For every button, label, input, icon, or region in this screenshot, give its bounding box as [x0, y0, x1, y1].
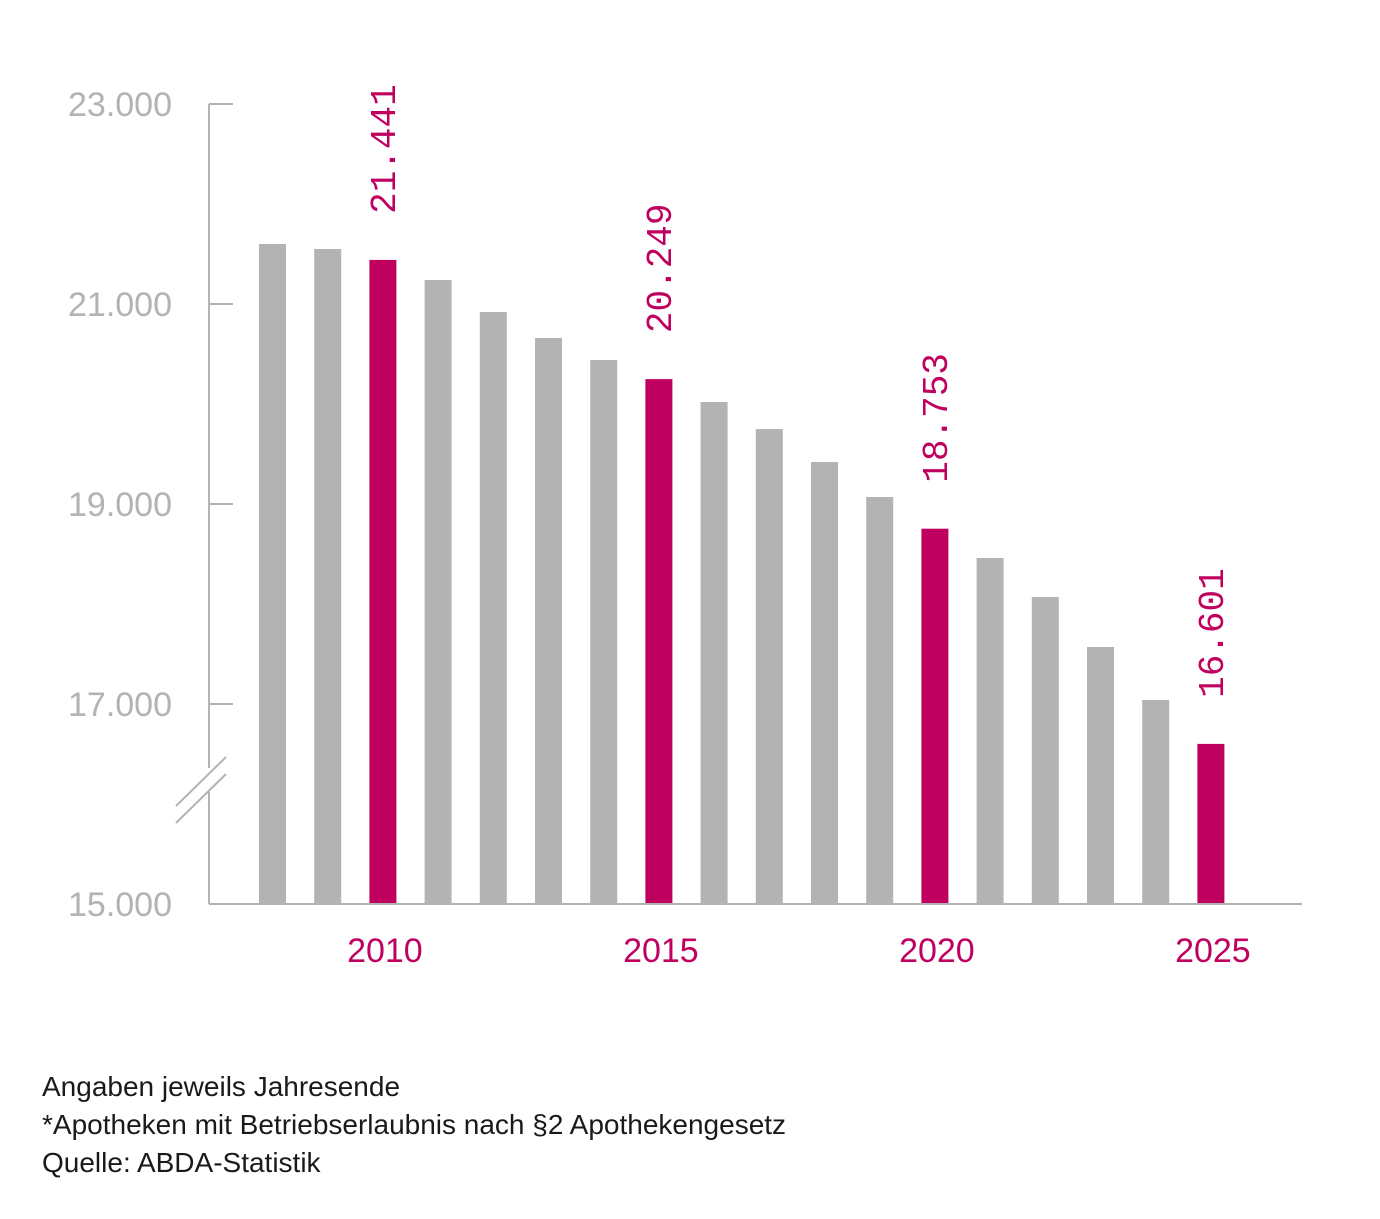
bar-highlighted: [645, 379, 673, 905]
bar-highlighted: [921, 528, 949, 904]
bar-chart: 15.000 17.000 19.000 21.000 23.000 21.441 20.…: [68, 84, 1302, 970]
axis-break-mark: [175, 756, 227, 807]
footer-note-definition: *Apotheken mit Betriebserlaubnis nach §2…: [42, 1109, 787, 1140]
x-tick-label: 2015: [623, 932, 699, 970]
x-tick-label: 2025: [1175, 932, 1251, 970]
bar: [866, 497, 894, 904]
data-label: 20.249: [641, 203, 682, 333]
bar: [755, 429, 783, 904]
data-label: 21.441: [365, 84, 406, 214]
bar: [314, 249, 342, 904]
data-labels: 21.441 20.249 18.753 16.601: [365, 84, 1234, 698]
bar-highlighted: [369, 259, 397, 904]
x-axis: 2010 2015 2020 2025: [209, 903, 1302, 970]
bar: [424, 280, 452, 904]
y-tick-label: 19.000: [68, 486, 172, 524]
y-tick-label: 21.000: [68, 286, 172, 324]
bar-highlighted: [1197, 743, 1225, 904]
bar: [976, 558, 1004, 904]
y-axis: 15.000 17.000 19.000 21.000 23.000: [68, 86, 233, 924]
bar: [1087, 647, 1114, 904]
x-tick-label: 2020: [899, 932, 975, 970]
x-tick-label: 2010: [347, 932, 423, 970]
bar: [1142, 700, 1170, 904]
y-tick-label: 23.000: [68, 86, 172, 124]
footer-notes: Angaben jeweils Jahresende *Apotheken mi…: [42, 1068, 786, 1182]
bar: [259, 244, 286, 904]
bar: [535, 338, 562, 904]
y-tick-label: 15.000: [68, 886, 172, 924]
data-label: 18.753: [917, 353, 958, 483]
axis-break-gap: [203, 768, 215, 792]
bar: [700, 402, 728, 904]
footer-note-source: Quelle: ABDA-Statistik: [42, 1147, 321, 1178]
bar: [1031, 597, 1059, 904]
footer-note-year-end: Angaben jeweils Jahresende: [42, 1071, 401, 1102]
bars: [259, 244, 1225, 905]
bar: [479, 312, 507, 904]
y-tick-label: 17.000: [68, 686, 172, 724]
axis-break-mark: [175, 773, 227, 824]
bar: [590, 360, 618, 904]
data-label: 16.601: [1193, 568, 1234, 698]
bar: [811, 462, 838, 904]
